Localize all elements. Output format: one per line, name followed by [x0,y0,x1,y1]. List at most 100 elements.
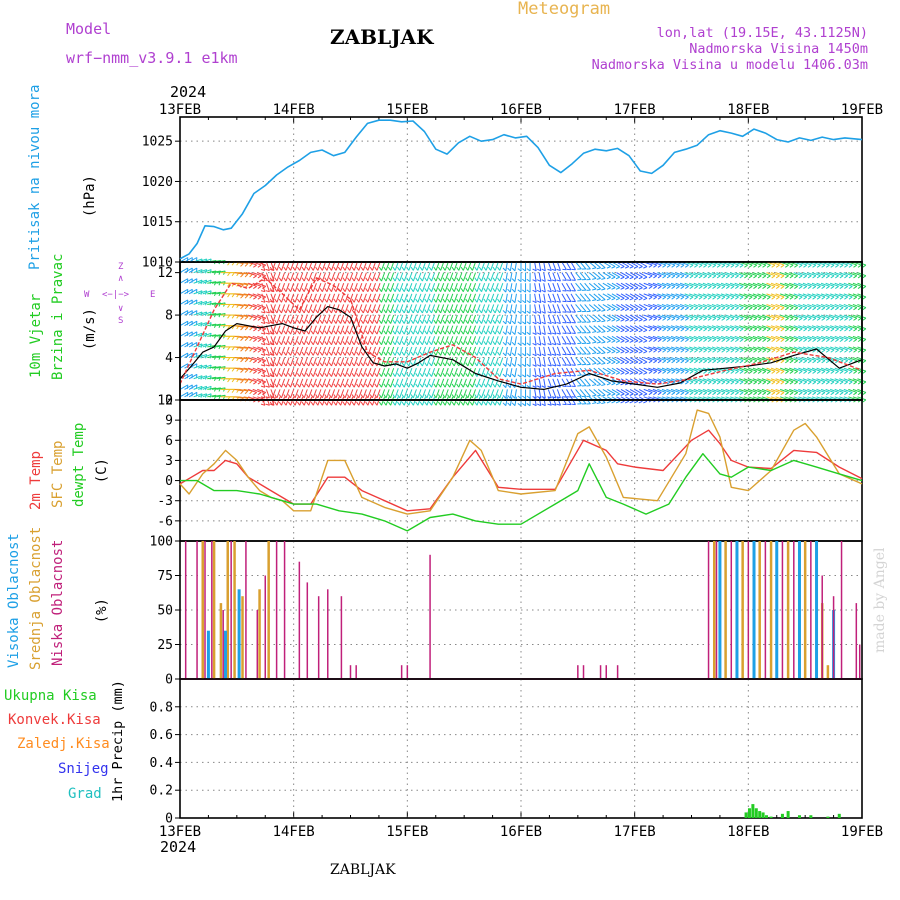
wind-barb [570,314,576,324]
wind-barb [440,325,445,335]
wind-barb [766,378,776,383]
wind-barb-flag [274,309,278,314]
wind-barb [725,293,735,298]
wind-barb-flag [601,320,606,323]
wind-barb-flag [606,329,611,333]
wind-barb [281,314,286,324]
wind-barb [471,357,477,367]
wind-barb [543,346,546,356]
total-rain-bar [769,816,773,818]
wind-barb [616,325,625,331]
wind-barb-flag [789,392,794,396]
wind-barb-flag [592,299,597,302]
wind-barb-flag [780,392,785,396]
wind-barb [390,314,395,324]
wind-barb-flag [716,296,721,300]
wind-barb-flag [703,307,708,311]
wind-barb-flag [428,401,432,406]
wind-barb-flag [356,362,360,367]
wind-barb-flag [712,349,717,353]
wind-barb-flag [324,341,328,346]
wind-barb [743,346,753,351]
wind-barb-flag [771,285,776,289]
wind-barb-flag [209,354,212,359]
wind-barb [431,325,436,335]
wind-barb-flag [830,349,835,353]
wind-barb-flag [812,275,817,279]
wind-barb [607,293,616,299]
wind-barb [616,272,625,278]
wind-barb [261,304,266,314]
wind-barb [579,378,587,386]
wind-barb [476,272,481,282]
wind-barb-flag [502,352,507,357]
wind-barb [276,272,281,282]
wind-barb [743,282,753,287]
wind-barb-flag [671,317,676,321]
wind-barb-flag [342,266,346,271]
wind-barb [811,335,821,340]
wind-barb [607,346,616,352]
wind-barb-flag [803,370,808,374]
wind-barb-flag [378,330,382,335]
wind-barb-flag [812,392,817,396]
wind-barb [408,346,413,356]
wind-barb [462,389,467,399]
wind-barb [716,325,726,330]
wind-barb [597,346,606,354]
wind-barb-flag [397,373,401,377]
wind-barb-flag [785,264,789,268]
wind-barb-flag [785,296,789,300]
wind-barb-flag [447,351,451,356]
wind-barb-flag [249,273,253,278]
wind-barb [830,314,839,319]
wind-barb [317,325,322,335]
wind-barb-flag [451,288,455,292]
wind-barb-flag [592,402,597,405]
wind-barb [344,272,349,282]
wind-barb-flag [703,317,708,321]
wind-barb-flag [532,353,537,357]
wind-barb [616,314,625,321]
wind-barb-flag [757,307,762,311]
wind-barb-flag [324,394,328,399]
wind-barb-flag [410,309,414,314]
wind-barb-flag [365,373,369,377]
wind-barb-flag [297,401,301,406]
wind-barb [490,272,495,282]
wind-barb [625,272,634,278]
wind-barb [802,282,812,287]
legend-hail: Grad [68,786,102,802]
wind-barb-flag [848,349,853,353]
wind-barb-flag [853,285,858,289]
wind-barb [444,293,449,303]
wind-barb [476,325,481,335]
wind-barb [426,396,431,406]
wind-barb-flag [812,338,817,343]
wind-barb-flag [643,297,648,301]
wind-barb [698,335,707,340]
wind-barb [290,272,295,282]
wind-barb-flag [753,328,758,332]
wind-barb [638,272,648,278]
wind-barb [534,368,537,378]
wind-barb-flag [401,351,405,356]
wind-barb [816,357,826,362]
wind-barb-flag [497,362,501,367]
wind-barb [362,325,367,335]
wind-barb [453,336,458,345]
wind-barb-flag [716,275,721,279]
wind-barb [547,367,552,377]
wind-barb [602,272,611,278]
wind-barb-flag [725,264,730,268]
wind-barb-flag [798,275,803,279]
wind-barb-flag [383,383,387,388]
wind-barb-flag [460,266,464,271]
wind-barb-flag [283,266,287,271]
wind-barb-flag [748,285,753,289]
wind-barb-flag [725,349,730,353]
wind-barb [575,272,582,280]
wind-barb [798,346,807,351]
wind-barb [394,304,399,314]
wind-barb [367,261,372,271]
